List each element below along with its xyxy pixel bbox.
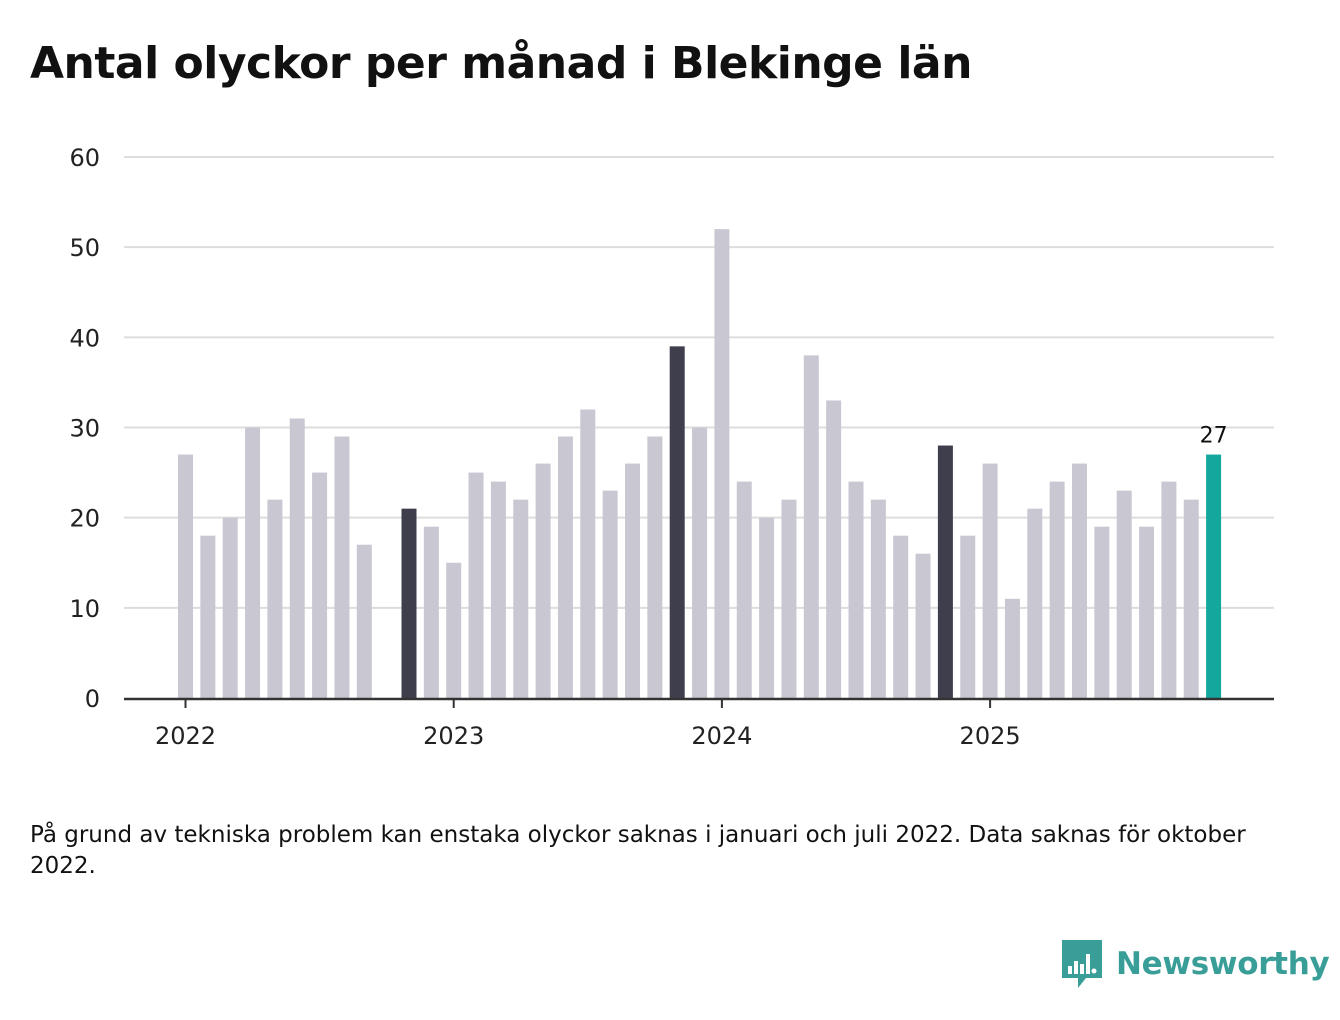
brand-logo: Newsworthy [1062,940,1330,988]
bar-2022-12 [423,526,439,698]
bar-2024-01 [714,229,730,698]
bar-2022-08 [334,436,350,698]
bar-2024-05 [803,355,819,698]
bar-2024-12 [960,535,976,698]
y-tick-label-60: 60 [69,144,100,172]
bar-2025-03 [1027,508,1043,698]
bar-2025-08 [1139,526,1155,698]
bar-2023-02 [468,472,484,698]
footnote: På grund av tekniska problem kan enstaka… [30,822,1246,879]
bar-2024-02 [736,481,752,698]
bar-2022-04 [245,427,261,698]
bar-2022-01 [178,454,193,698]
bar-2024-08 [870,499,886,698]
bar-2023-07 [580,409,596,698]
bar-2024-09 [893,535,909,698]
bar-2023-03 [490,481,506,698]
bar-2025-05 [1072,463,1087,698]
x-tick-label-2024: 2024 [691,722,752,750]
bar-2023-11 [669,346,685,698]
bar-2023-04 [513,499,529,698]
axes: 0 10 20 30 40 50 60 2022 2023 2024 2025 [69,144,1274,750]
bar-2022-07 [312,472,328,698]
bar-2024-07 [848,481,864,698]
bar-2022-06 [289,418,305,698]
bar-2025-11 [1206,454,1222,698]
bar-2025-07 [1116,490,1132,698]
chart-title: Antal olyckor per månad i Blekinge län [30,38,972,89]
bar-2024-06 [826,400,842,698]
y-tick-label-50: 50 [69,234,100,262]
bar-2023-10 [647,436,663,698]
bar-2025-10 [1183,499,1199,698]
bar-2024-04 [781,499,797,698]
y-tick-label-10: 10 [69,595,100,623]
bar-2025-01 [982,463,998,698]
x-tick-label-2025: 2025 [960,722,1021,750]
bar-2023-06 [557,436,573,698]
bar-2024-03 [759,517,775,698]
bar-2022-02 [200,535,216,698]
bar-2024-11 [937,445,953,698]
bar-2025-04 [1049,481,1065,698]
labels: 27 [1200,424,1228,449]
bar-2025-09 [1161,481,1177,698]
bar-2023-12 [692,427,708,698]
bar-2023-09 [625,463,640,698]
brand-name: Newsworthy [1116,946,1330,982]
bar-chart: 0 10 20 30 40 50 60 2022 2023 2024 2025 27 [69,144,1274,750]
newsworthy-logo-icon [1062,940,1102,988]
bar-2022-05 [267,499,283,698]
bar-2023-08 [602,490,618,698]
bar-2022-09 [356,544,372,698]
bar-2022-11 [401,508,417,698]
y-tick-label-20: 20 [69,505,100,533]
bar-2022-03 [222,517,238,698]
bar-2023-01 [446,562,462,698]
x-tick-label-2023: 2023 [423,722,484,750]
y-tick-label-30: 30 [69,415,100,443]
bar-2023-05 [535,463,551,698]
y-tick-label-0: 0 [85,685,100,713]
data-label-2025-11: 27 [1200,424,1228,449]
bar-2024-10 [915,553,931,698]
bar-2025-02 [1004,598,1020,698]
y-tick-label-40: 40 [69,324,100,352]
x-tick-label-2022: 2022 [155,722,216,750]
bars [178,229,1222,698]
bar-2025-06 [1094,526,1110,698]
